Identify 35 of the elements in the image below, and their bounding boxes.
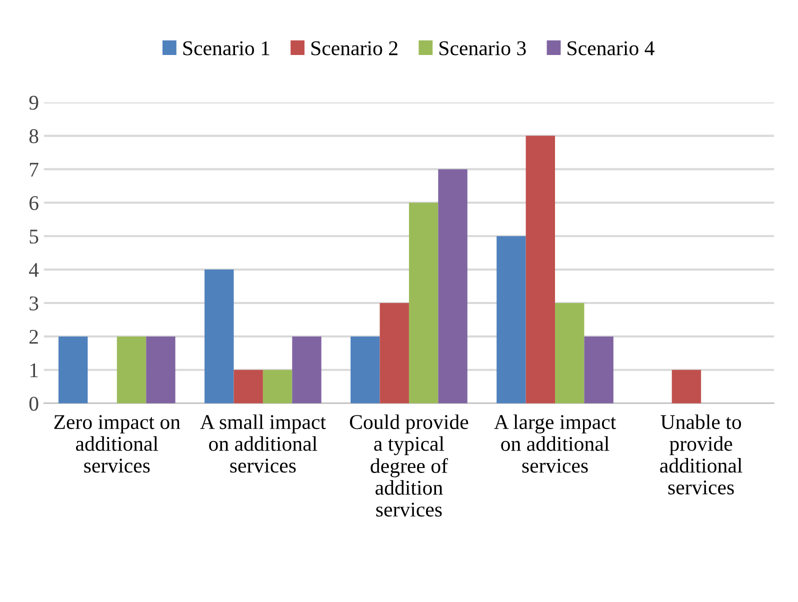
legend-label: Scenario 1 (183, 41, 270, 56)
x-tick-label: Could provide a typical degree of addition services (350, 414, 468, 517)
y-tick-label: 9 (29, 96, 38, 110)
y-tick-label: 4 (29, 263, 39, 277)
legend-label: Scenario 2 (311, 41, 398, 56)
y-tick-label: 1 (30, 363, 38, 378)
bar (204, 270, 234, 404)
bar (496, 236, 526, 404)
x-tick-label: A small impact on additional services (200, 414, 326, 473)
bar (146, 336, 176, 404)
y-tick-label: 2 (30, 330, 38, 344)
y-tick-label: 3 (30, 296, 38, 310)
x-tick-label: Unable to provide additional services (660, 414, 742, 494)
bar (408, 202, 438, 404)
bar (584, 336, 614, 404)
y-tick-label: 0 (29, 396, 38, 411)
legend-label: Scenario 4 (568, 41, 654, 56)
bar (380, 303, 409, 404)
bar (234, 370, 263, 404)
legend-label: Scenario 3 (440, 41, 526, 56)
y-tick-label: 5 (30, 230, 38, 244)
y-tick-label: 7 (30, 162, 38, 176)
y-tick-label: 6 (30, 196, 38, 210)
bar (526, 136, 556, 404)
y-tick-label: 8 (29, 129, 38, 144)
x-tick-label: A large impact on additional services (494, 414, 616, 473)
bar (438, 169, 468, 404)
bar (262, 370, 292, 404)
bar (555, 303, 584, 404)
bar (292, 336, 322, 404)
x-tick-label: Zero impact on additional services (54, 415, 180, 473)
bar (350, 336, 380, 404)
bar (116, 336, 146, 404)
bar (672, 370, 702, 404)
bar (58, 336, 88, 404)
